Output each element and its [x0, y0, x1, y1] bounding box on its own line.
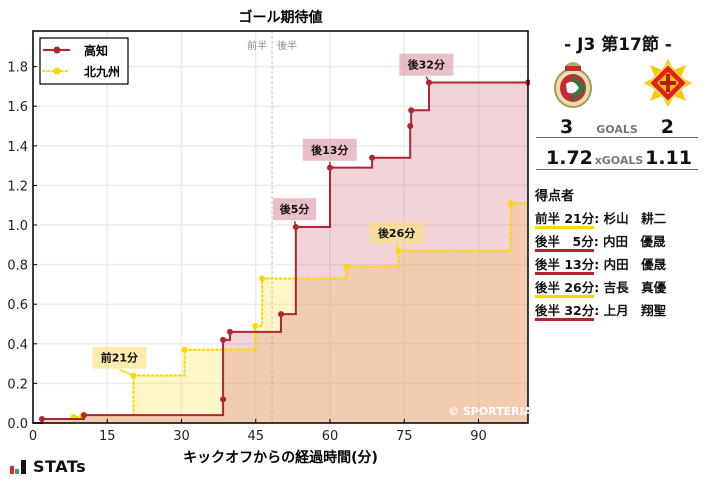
scorer-item: 前半 21分: 杉山 耕二: [535, 209, 705, 232]
scorer-name: : 杉山 耕二: [594, 211, 667, 226]
goal-annotation-label: 後13分: [311, 143, 348, 157]
x-tick-label: 90: [470, 429, 487, 444]
scorer-item: 後半 13分: 内田 優晟: [535, 255, 705, 278]
annotation-leader: [119, 368, 134, 377]
shot-marker: [407, 123, 414, 130]
scorers-list: 得点者 前半 21分: 杉山 耕二 後半 5分: 内田 優晟 後半 13分: 内田 …: [535, 185, 705, 324]
goal-annotation-box: [92, 346, 147, 369]
y-tick-label: 0.2: [7, 377, 28, 392]
legend-label: 高知: [84, 43, 108, 58]
goals-row: 3 GOALS 2: [536, 116, 698, 138]
first-half-label: 前半: [247, 39, 267, 52]
shot-marker: [252, 322, 259, 329]
stats-brand: STATs: [10, 457, 86, 476]
goal-annotation-box: [369, 221, 424, 244]
scorers-title: 得点者: [535, 189, 575, 204]
shot-marker: [220, 336, 227, 343]
scorer-name: : 吉長 真優: [594, 280, 667, 295]
goals-label: GOALS: [596, 123, 638, 136]
goal-annotation-label: 後5分: [280, 202, 310, 216]
x-tick-label: 30: [173, 429, 190, 444]
shot-marker: [408, 107, 415, 114]
legend-marker: [53, 46, 61, 54]
xgoals-label: xGOALS: [594, 154, 644, 167]
shot-marker: [343, 263, 350, 270]
annotation-leader: [425, 76, 430, 83]
y-tick-label: 0.4: [7, 338, 28, 353]
shot-marker: [38, 416, 45, 423]
y-tick-label: 0.6: [7, 298, 28, 313]
x-tick-label: 45: [247, 429, 264, 444]
y-tick-label: 1.2: [7, 179, 28, 194]
x-tick-label: 60: [322, 429, 339, 444]
away-xgoals: 1.11: [645, 147, 692, 169]
shot-marker: [181, 346, 188, 353]
second-half-label: 後半: [277, 39, 297, 52]
plot-frame: [32, 30, 529, 424]
x-axis-label: キックオフからの経過時間(分): [183, 449, 378, 466]
bar-chart-logo-icon: [10, 459, 26, 474]
y-tick-label: 1.8: [7, 61, 28, 76]
scorer-item: 後半 32分: 上月 翔聖: [535, 301, 705, 324]
annotation-leader: [395, 244, 400, 251]
y-tick-label: 0.8: [7, 259, 28, 274]
goal-annotation-label: 後32分: [408, 58, 445, 72]
y-tick-label: 0.0: [7, 417, 28, 432]
home-xgoals: 1.72: [546, 147, 593, 169]
goal-annotation-label: 後26分: [378, 226, 415, 240]
scorer-time: 前半 21分: [535, 211, 595, 229]
scorer-time: 後半 26分: [535, 280, 595, 298]
x-tick-label: 15: [99, 429, 116, 444]
legend-label: 北九州: [84, 64, 120, 79]
scorer-item: 後半 5分: 内田 優晟: [535, 232, 705, 255]
y-tick-label: 1.4: [7, 140, 28, 155]
scorer-name: : 内田 優晟: [593, 234, 666, 249]
shot-marker: [507, 200, 514, 207]
goal-annotation-box: [399, 53, 454, 76]
y-tick-label: 1.0: [7, 219, 28, 234]
home-team-crest-icon: [551, 58, 601, 108]
goal-annotation-label: 前21分: [101, 351, 138, 365]
scorer-name: : 内田 優晟: [594, 257, 667, 272]
series-fill-area: [33, 82, 528, 424]
annotation-leader: [293, 221, 297, 228]
shot-marker: [369, 154, 376, 161]
scorer-time: 後半 32分: [535, 303, 595, 321]
goal-annotation-box: [273, 198, 317, 221]
xgoals-row: 1.72 xGOALS 1.11: [536, 147, 698, 170]
shot-marker: [80, 412, 87, 419]
shot-marker: [277, 311, 284, 318]
x-tick-label: 75: [396, 429, 413, 444]
goal-annotation-box: [302, 138, 357, 161]
shot-marker: [227, 328, 234, 335]
shot-marker: [220, 396, 227, 403]
scorer-time: 後半 5分: [535, 234, 594, 252]
legend-marker: [53, 67, 61, 75]
y-tick-label: 1.6: [7, 100, 28, 115]
x-tick-label: 0: [29, 429, 37, 444]
brand-label: STATs: [33, 457, 87, 476]
home-goals: 3: [560, 116, 574, 138]
scorer-name: : 上月 翔聖: [594, 303, 667, 318]
legend-box: [39, 37, 129, 85]
chart-title: ゴール期待値: [239, 9, 323, 26]
scorer-time: 後半 13分: [535, 257, 595, 275]
watermark: © SPORTERIA: [448, 405, 533, 418]
away-goals: 2: [660, 116, 674, 138]
away-team-crest-icon: [643, 58, 693, 108]
shot-marker: [259, 275, 266, 282]
scorer-item: 後半 26分: 吉長 真優: [535, 278, 705, 301]
round-title: - J3 第17節 -: [564, 35, 672, 55]
